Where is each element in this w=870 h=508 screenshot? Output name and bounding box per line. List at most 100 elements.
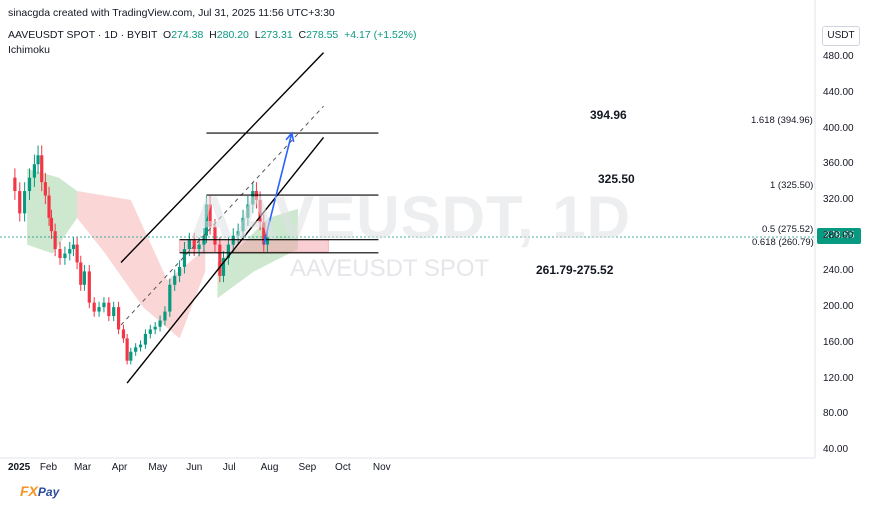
candle-body (107, 302, 111, 317)
candle-body (82, 271, 87, 285)
candle-body (43, 182, 47, 196)
y-tick-label: 280.00 (823, 229, 854, 241)
channel-lower-line (126, 137, 325, 384)
level-label: 325.50 (598, 172, 635, 186)
x-tick-label: Aug (260, 462, 279, 473)
candle-body (221, 258, 226, 276)
target-label: 394.96 (590, 108, 627, 122)
cloud-red-area (77, 191, 206, 339)
x-tick-label: Feb (39, 462, 58, 473)
candle-body (134, 347, 138, 352)
y-tick-label: 360.00 (823, 158, 854, 170)
candle-body (138, 344, 143, 348)
logo-pay: Pay (37, 485, 60, 499)
candle-body (241, 217, 245, 232)
candle-body (49, 217, 54, 232)
candle-body (121, 329, 126, 339)
open-label: O (163, 29, 172, 41)
candle-body (47, 195, 51, 218)
currency-button[interactable]: USDT (822, 26, 860, 46)
candle-body (87, 271, 91, 303)
candle-body (58, 249, 62, 259)
y-tick-label: 320.00 (823, 193, 854, 205)
candle-body (71, 244, 76, 250)
fib-1618-label: 1.618 (394.96) (751, 115, 813, 126)
candle-body (129, 351, 133, 361)
candle-body (125, 338, 129, 361)
last-price-badge: 278.55 (817, 228, 861, 244)
candle-body (148, 329, 152, 334)
low-label: L (254, 29, 261, 41)
candle-body (79, 262, 83, 285)
high-label: H (209, 29, 217, 41)
y-tick-label: 480.00 (823, 51, 854, 63)
low-value: 273.31 (260, 29, 293, 41)
y-tick-label: 400.00 (823, 122, 854, 134)
x-tick-label: Jun (186, 462, 203, 473)
fxpay-logo: FXPay (20, 483, 59, 499)
logo-fx: FX (20, 483, 38, 499)
x-tick-label: Nov (372, 462, 391, 473)
candle-body (32, 164, 36, 178)
candle-body (182, 249, 187, 267)
chart-credit: sinacgda created with TradingView.com, J… (8, 7, 335, 19)
x-tick-label: Apr (111, 462, 128, 473)
candle-body (197, 244, 201, 250)
candle-body (262, 222, 266, 245)
candle-body (177, 266, 182, 276)
candle-body (265, 236, 270, 245)
symbol-name[interactable]: AAVEUSDT SPOT · 1D · BYBIT (8, 29, 158, 41)
candle-body (236, 231, 240, 236)
y-tick-label: 40.00 (823, 444, 849, 455)
y-tick-label: 440.00 (823, 86, 854, 98)
close-label: C (298, 29, 307, 41)
change-value: +4.17 (+1.52%) (344, 29, 417, 41)
y-tick-label: 200.00 (823, 301, 854, 313)
candle-body (112, 307, 116, 317)
y-tick-label: 120.00 (823, 372, 854, 384)
candle-body (75, 244, 79, 263)
candle-body (53, 231, 57, 250)
candle-body (116, 307, 121, 330)
indicator-label[interactable]: Ichimoku (8, 44, 51, 56)
candle-body (18, 191, 22, 214)
watermark-symbol: AAVEUSDT, 1D (190, 184, 631, 251)
candle-body (97, 307, 101, 312)
candle-body (40, 155, 44, 183)
cloud-green-area (27, 168, 78, 254)
candle-body (143, 333, 148, 345)
fib-0618-label: 0.618 (260.79) (752, 237, 814, 248)
cloud-green-area (217, 208, 298, 299)
x-tick-label: May (148, 462, 168, 473)
x-tick-label: Jul (222, 462, 236, 473)
candle-body (218, 244, 222, 276)
projection-arrow (262, 132, 293, 245)
candle-body (13, 177, 17, 192)
candle-body (158, 320, 162, 327)
close-value: 278.55 (306, 29, 339, 41)
candle-body (68, 249, 72, 254)
candle-body (163, 311, 167, 321)
projection-arrowhead (285, 131, 295, 142)
candle-body (23, 191, 27, 214)
high-value: 280.20 (216, 29, 249, 41)
candle-body (168, 284, 172, 312)
candle-body (173, 275, 177, 285)
x-tick-label: 2025 (8, 462, 31, 473)
candle-body (36, 155, 40, 165)
open-value: 274.38 (171, 29, 204, 41)
y-tick-label: 160.00 (823, 336, 854, 348)
candle-body (246, 204, 250, 218)
candle-body (258, 199, 262, 223)
watermark-sub: AAVEUSDT SPOT (290, 255, 490, 282)
candle-body (204, 204, 209, 236)
fib-1-label: 1 (325.50) (770, 180, 814, 191)
channel-upper-line (120, 52, 325, 263)
candle-body (187, 240, 191, 250)
candle-body (92, 302, 96, 312)
x-tick-label: Mar (73, 462, 92, 473)
candle-body (213, 226, 217, 245)
candle-body (251, 191, 255, 205)
